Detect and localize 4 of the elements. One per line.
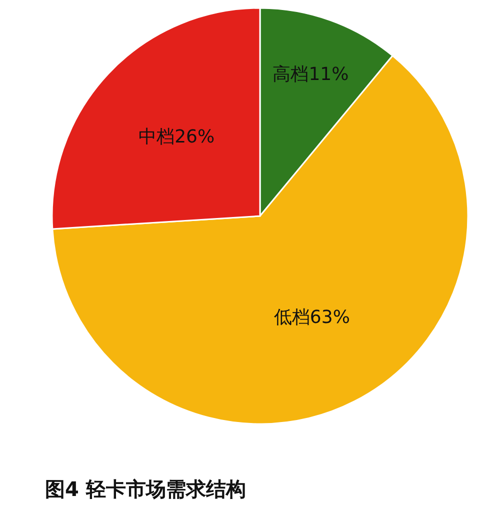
slice-label: 高档11%	[272, 64, 349, 86]
slice-label: 中档26%	[138, 126, 215, 148]
text: 图4 轻卡市场需求结构	[45, 477, 246, 501]
slice-label: 低档63%	[274, 306, 350, 328]
